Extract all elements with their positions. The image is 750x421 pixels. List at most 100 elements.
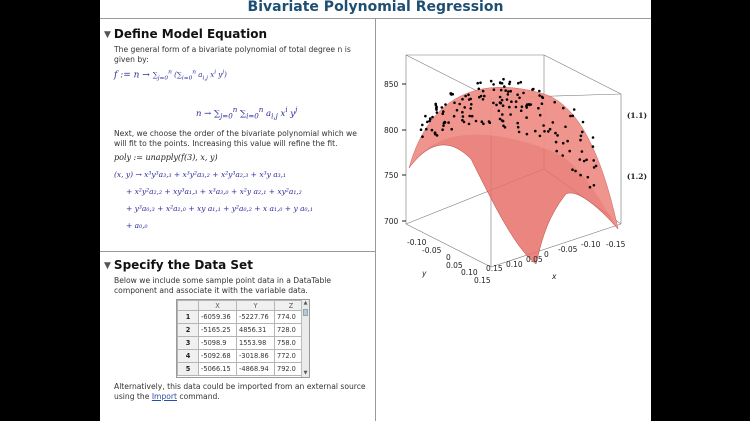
data-point — [505, 98, 509, 101]
data-point — [444, 103, 447, 106]
column-header[interactable]: X — [198, 300, 237, 311]
data-point — [504, 89, 507, 92]
data-point — [551, 121, 555, 124]
data-point — [498, 101, 502, 104]
data-point — [592, 159, 595, 162]
data-point — [450, 127, 453, 131]
data-point — [489, 79, 493, 83]
collapse-triangle-icon[interactable]: ▼ — [104, 261, 111, 271]
table-cell[interactable]: 1553.98 — [236, 336, 275, 350]
data-point — [542, 124, 545, 127]
section-data-set[interactable]: ▼ Specify the Data Set — [104, 258, 253, 272]
data-point — [543, 130, 546, 133]
data-point — [476, 81, 479, 85]
data-point — [574, 169, 577, 173]
data-point — [571, 168, 574, 171]
data-point — [435, 134, 439, 137]
data-point — [509, 113, 512, 116]
data-point — [495, 103, 498, 107]
data-point — [447, 121, 450, 124]
table-cell[interactable]: -5092.68 — [198, 349, 237, 363]
data-point — [591, 136, 595, 139]
table-cell[interactable]: 4856.31 — [236, 323, 275, 337]
collapse-triangle-icon[interactable]: ▼ — [104, 30, 111, 40]
data-point — [568, 149, 571, 153]
data-point — [540, 102, 544, 105]
data-point — [431, 115, 434, 119]
z-tick-label: 850 — [384, 80, 399, 89]
data-point — [443, 120, 446, 124]
data-point — [548, 127, 552, 131]
data-point — [572, 108, 576, 111]
data-table-component[interactable]: X Y Z 1 -6059.36 -5227.76 774.0 2 -5165.… — [176, 299, 310, 378]
table-row: 3 -5098.9 1553.98 758.0 — [177, 336, 308, 350]
data-point — [586, 175, 590, 179]
scroll-thumb[interactable] — [303, 309, 308, 316]
data-point — [592, 166, 596, 169]
data-point — [469, 97, 472, 101]
data-point — [500, 98, 504, 102]
data-point — [474, 119, 478, 123]
table-cell[interactable]: -4868.94 — [236, 362, 275, 376]
data-point — [538, 134, 542, 138]
data-point — [482, 122, 485, 126]
data-point — [585, 158, 588, 162]
table-cell[interactable]: 792.0 — [274, 362, 308, 376]
regression-3d-plot[interactable]: 850 800 750 700 -0.10 -0.05 0 0.05 0.10 … — [376, 19, 651, 289]
table-cell[interactable]: -5165.25 — [198, 323, 237, 337]
data-point — [578, 158, 582, 161]
data-point — [470, 114, 474, 118]
data-point — [425, 127, 428, 131]
data-point — [498, 117, 502, 121]
x-axis: 0.15 0.10 0.05 0 -0.05 -0.10 -0.15 x — [486, 240, 626, 281]
data-point — [579, 173, 582, 177]
data-point — [564, 125, 567, 129]
section-define-model[interactable]: ▼ Define Model Equation — [104, 27, 267, 41]
order-paragraph: Next, we choose the order of the bivaria… — [114, 129, 357, 148]
scroll-up-arrow-icon[interactable]: ▲ — [303, 300, 308, 306]
table-cell[interactable]: -5066.15 — [198, 362, 237, 376]
data-point — [501, 113, 504, 116]
data-table[interactable]: X Y Z 1 -6059.36 -5227.76 774.0 2 -5165.… — [177, 300, 308, 376]
scroll-down-arrow-icon[interactable]: ▼ — [303, 370, 308, 376]
data-point — [591, 145, 595, 148]
row-number[interactable]: 3 — [177, 336, 199, 350]
table-row: 4 -5092.68 -3018.86 772.0 — [177, 349, 308, 363]
data-point — [483, 94, 486, 98]
equation-output: n → ∑j=0n ∑i=0n ai,j xi yj — [196, 105, 298, 121]
table-cell[interactable]: -5098.9 — [198, 336, 237, 350]
poly-command[interactable]: poly := unapply(f(3), x, y) — [114, 153, 218, 162]
section-heading: Define Model Equation — [113, 27, 268, 41]
data-point — [514, 105, 518, 109]
table-scrollbar[interactable]: ▲ ▼ — [301, 300, 309, 377]
import-link[interactable]: Import — [151, 392, 178, 401]
data-point — [470, 103, 473, 106]
poly-output-line-2: + x²y²a₂,₂ + xy³a₁,₃ + x³a₃,₀ + x²y a₂,₁… — [126, 187, 302, 196]
data-point — [537, 106, 540, 110]
data-point — [516, 125, 520, 129]
data-point — [562, 106, 565, 110]
row-number[interactable]: 4 — [177, 349, 199, 363]
table-cell[interactable]: -5227.76 — [236, 310, 275, 324]
data-paragraph: Below we include some sample point data … — [114, 276, 332, 295]
import-paragraph: Alternatively, this data could be import… — [114, 382, 370, 402]
table-cell[interactable]: -6059.36 — [198, 310, 237, 324]
table-cell[interactable]: -3018.86 — [236, 349, 275, 363]
section-divider — [100, 251, 375, 252]
data-point — [538, 94, 541, 97]
data-point — [579, 134, 583, 138]
data-point — [467, 122, 471, 126]
data-point — [538, 89, 541, 93]
poly-output-line-1: (x, y) → x³y³a₃,₃ + x³y²a₃,₂ + x²y³a₂,₃ … — [114, 170, 287, 179]
column-header[interactable]: Y — [236, 300, 275, 311]
z-tick-label: 800 — [384, 126, 399, 135]
row-number[interactable]: 2 — [177, 323, 199, 337]
surface-highlight — [409, 87, 618, 230]
data-point — [461, 110, 464, 114]
row-number[interactable]: 5 — [177, 362, 199, 376]
data-point — [556, 134, 559, 137]
data-point — [499, 81, 502, 85]
data-point — [518, 96, 521, 100]
poly-output-line-3: + y³a₀,₃ + x²a₂,₀ + xy a₁,₁ + y²a₀,₂ + x… — [126, 204, 313, 213]
row-number[interactable]: 1 — [177, 310, 199, 324]
